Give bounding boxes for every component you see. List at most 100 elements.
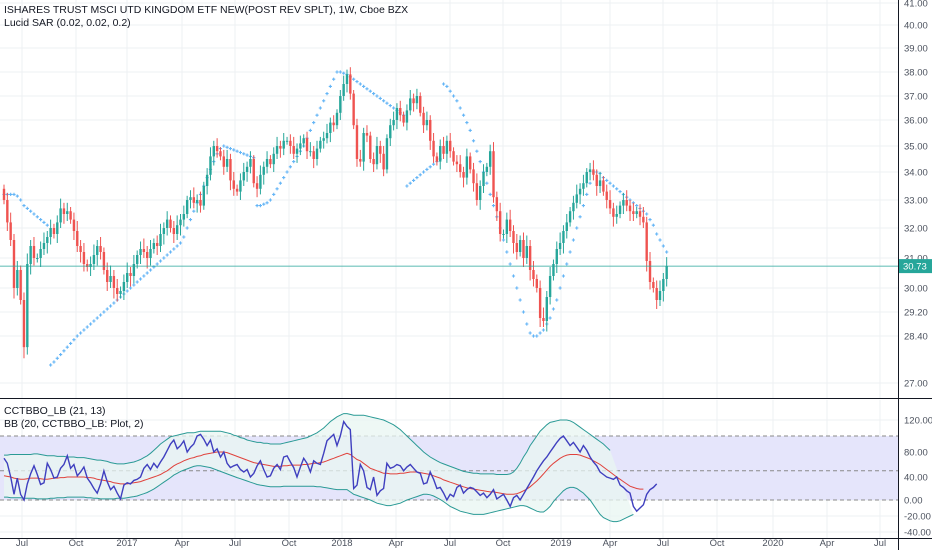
- indicator-label[interactable]: Lucid SAR (0.02, 0.02, 0.2): [4, 17, 131, 29]
- candle: [239, 173, 242, 200]
- candle-body: [412, 98, 415, 104]
- sar-point: [275, 187, 279, 191]
- candle-body: [638, 211, 642, 217]
- sar-point: [258, 204, 263, 208]
- sar-point: [238, 150, 243, 155]
- sar-point: [175, 244, 179, 248]
- candle-body: [588, 169, 592, 172]
- candle-body: [379, 146, 382, 154]
- candle-body: [249, 159, 252, 167]
- candle-body: [595, 174, 598, 186]
- sar-point: [508, 262, 512, 266]
- candle-body: [329, 122, 332, 133]
- candle-body: [275, 146, 279, 154]
- sar-point: [352, 77, 356, 81]
- candle: [632, 202, 635, 221]
- candle-body: [79, 246, 82, 252]
- candle: [618, 201, 622, 219]
- price-tick-label: 29.20: [904, 308, 928, 319]
- candle-body: [445, 140, 449, 154]
- candle-body: [172, 228, 176, 234]
- sar-point: [242, 152, 246, 156]
- sar-point: [565, 262, 569, 266]
- candle-body: [62, 208, 66, 214]
- candle: [142, 238, 146, 258]
- candle-body: [192, 197, 196, 203]
- candle: [392, 111, 395, 131]
- candle: [505, 212, 509, 243]
- sar-point: [182, 235, 186, 239]
- candle-body: [66, 211, 69, 214]
- candle: [655, 280, 658, 309]
- candle-body: [372, 159, 375, 165]
- bb-indicator-label[interactable]: BB (20, CCTBBO_LB: Plot, 2): [4, 418, 144, 430]
- candle: [292, 136, 295, 159]
- candle: [332, 115, 335, 132]
- candle: [209, 147, 212, 181]
- sar-point: [245, 153, 249, 157]
- candle: [562, 225, 565, 254]
- candle: [322, 131, 325, 149]
- sar-point: [128, 286, 133, 290]
- candle-body: [272, 153, 275, 165]
- candle-body: [642, 216, 645, 223]
- candle: [545, 291, 548, 332]
- osc-indicator-label[interactable]: CCTBBO_LB (21, 13): [4, 405, 106, 417]
- sar-point: [268, 198, 272, 202]
- candle: [6, 193, 9, 231]
- candle: [309, 142, 312, 157]
- sar-point: [69, 341, 73, 346]
- candle-body: [9, 222, 12, 240]
- oscillator-pane: [0, 413, 898, 523]
- sar-point: [445, 84, 449, 88]
- candle-body: [375, 146, 379, 165]
- candle-body: [152, 243, 156, 249]
- sar-point: [35, 215, 39, 219]
- sar-point: [418, 173, 422, 177]
- candle-body: [382, 153, 385, 170]
- candle: [575, 184, 578, 209]
- price-tick-label: 35.00: [904, 142, 928, 153]
- candle: [185, 195, 189, 219]
- candle-body: [478, 186, 482, 200]
- time-tick-label: Apr: [389, 538, 404, 549]
- candle-body: [285, 140, 289, 142]
- price-tick-label: 31.00: [904, 254, 928, 265]
- symbol-title[interactable]: ISHARES TRUST MSCI UTD KINGDOM ETF NEW(P…: [4, 4, 409, 16]
- candle-body: [429, 120, 432, 141]
- candle: [488, 144, 492, 175]
- candle: [302, 134, 305, 148]
- sar-point: [95, 316, 99, 320]
- candle: [355, 118, 359, 167]
- candle-body: [82, 252, 86, 264]
- sar-point: [511, 274, 516, 278]
- candle: [379, 140, 382, 163]
- candle-body: [2, 188, 6, 200]
- candle-body: [169, 219, 172, 228]
- sar-point: [39, 218, 43, 222]
- sar-point: [428, 165, 432, 169]
- candle: [272, 147, 275, 172]
- candle-body: [179, 219, 182, 226]
- candle: [289, 134, 292, 154]
- candle: [232, 172, 235, 196]
- cctbbo-line: [3, 419, 658, 513]
- candle: [412, 93, 415, 112]
- candle-body: [515, 243, 519, 252]
- candle: [652, 277, 655, 293]
- candle-body: [342, 84, 345, 96]
- candle: [136, 250, 139, 269]
- candle-body: [22, 300, 26, 348]
- sar-point: [75, 334, 79, 338]
- sar-point: [232, 148, 236, 152]
- candle: [242, 162, 245, 186]
- candle: [645, 216, 648, 272]
- candle-body: [239, 180, 242, 192]
- candle-body: [106, 270, 109, 282]
- last-price-value: 30.73: [903, 262, 927, 273]
- candle: [375, 136, 379, 170]
- sar-point: [288, 165, 292, 169]
- sar-point: [458, 106, 462, 110]
- candle: [282, 133, 285, 156]
